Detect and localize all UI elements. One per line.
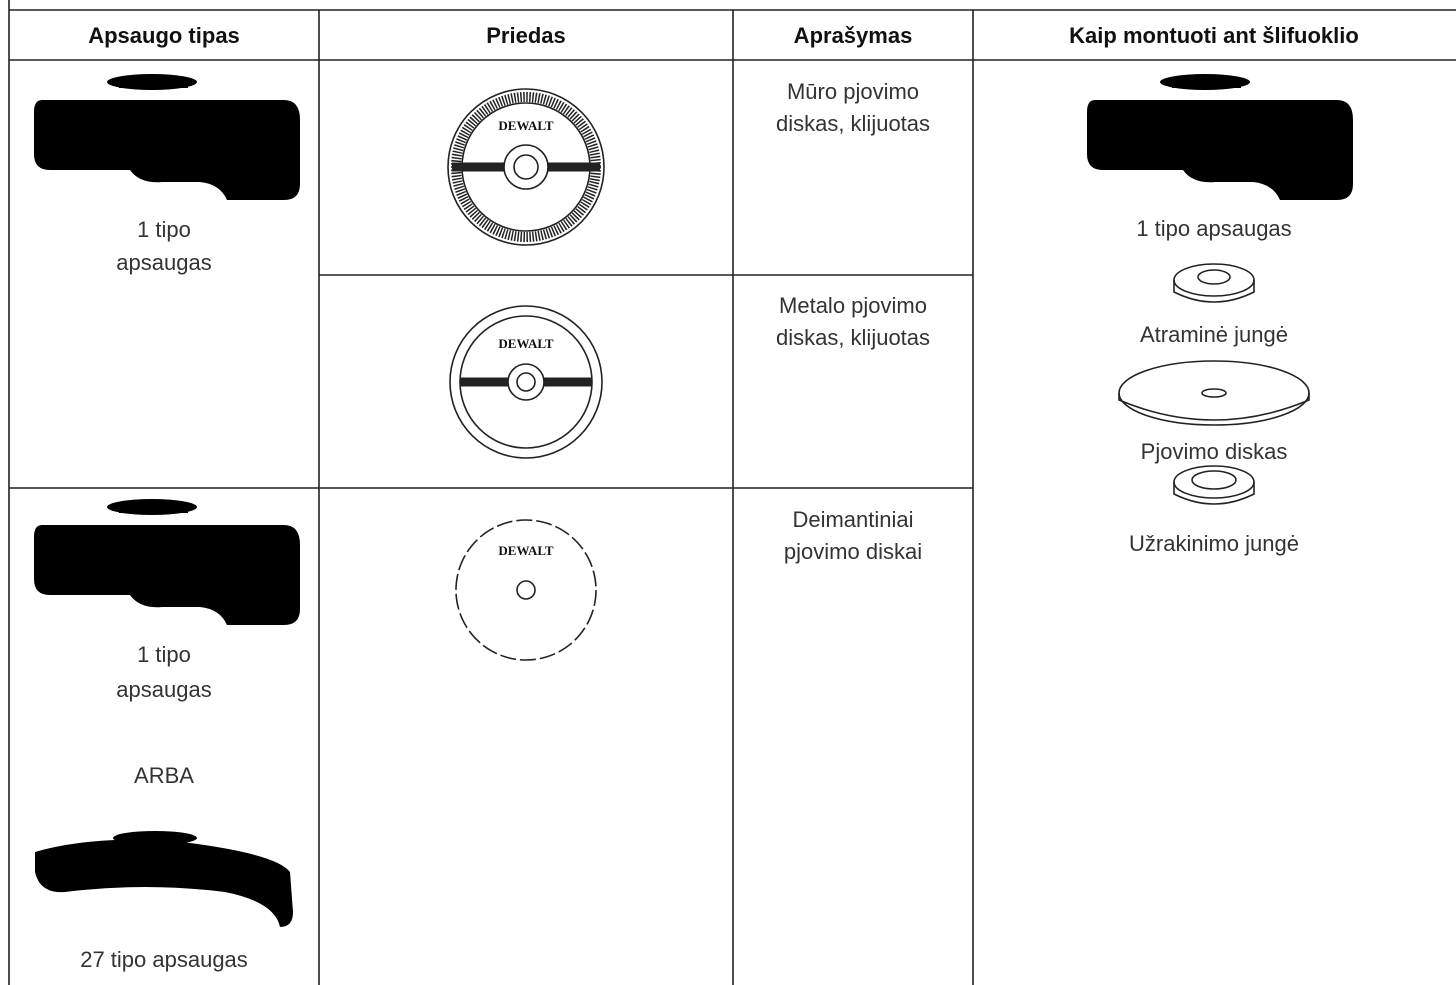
guard-label: 1 tipo <box>137 217 191 242</box>
backing-flange <box>1173 263 1255 303</box>
description: diskas, klijuotas <box>775 325 931 350</box>
guard-icon <box>34 499 300 625</box>
description: Deimantiniai <box>792 507 914 532</box>
description: diskas, klijuotas <box>775 111 931 136</box>
guard-label: apsaugas <box>116 250 212 275</box>
guard27-icon <box>35 831 293 927</box>
header: Priedas <box>486 23 566 48</box>
brand-logo: DEWALT <box>498 118 553 133</box>
description: Mūro pjovimo <box>786 79 920 104</box>
or-label: ARBA <box>134 763 194 788</box>
mount-step: Užrakinimo jungė <box>1129 531 1299 556</box>
guard-icon <box>1087 74 1353 200</box>
lock-nut <box>1173 465 1255 505</box>
table-lines <box>8 0 1456 985</box>
guard-label: apsaugas <box>116 677 212 702</box>
metal-disc: DEWALT <box>449 305 603 459</box>
diamond-disc: DEWALT <box>455 519 597 661</box>
header: Apsaugo tipas <box>88 23 240 48</box>
mount-step: Atraminė jungė <box>1140 322 1288 347</box>
brand-logo: DEWALT <box>498 543 553 558</box>
guard-icon <box>34 74 300 200</box>
guard-label: 27 tipo apsaugas <box>80 947 248 972</box>
guard-label: 1 tipo <box>137 642 191 667</box>
illustrations: DEWALT DEWALT DEWALT <box>34 74 1353 927</box>
brand-logo: DEWALT <box>498 336 553 351</box>
mount-step: 1 tipo apsaugas <box>1136 216 1292 241</box>
cutting-disc <box>1118 360 1310 426</box>
description: pjovimo diskai <box>783 539 923 564</box>
masonry-disc: DEWALT <box>447 88 605 246</box>
header: Aprašymas <box>793 23 913 48</box>
description: Metalo pjovimo <box>779 293 927 318</box>
mount-step: Pjovimo diskas <box>1140 439 1288 464</box>
header: Kaip montuoti ant šlifuoklio <box>1069 23 1359 48</box>
